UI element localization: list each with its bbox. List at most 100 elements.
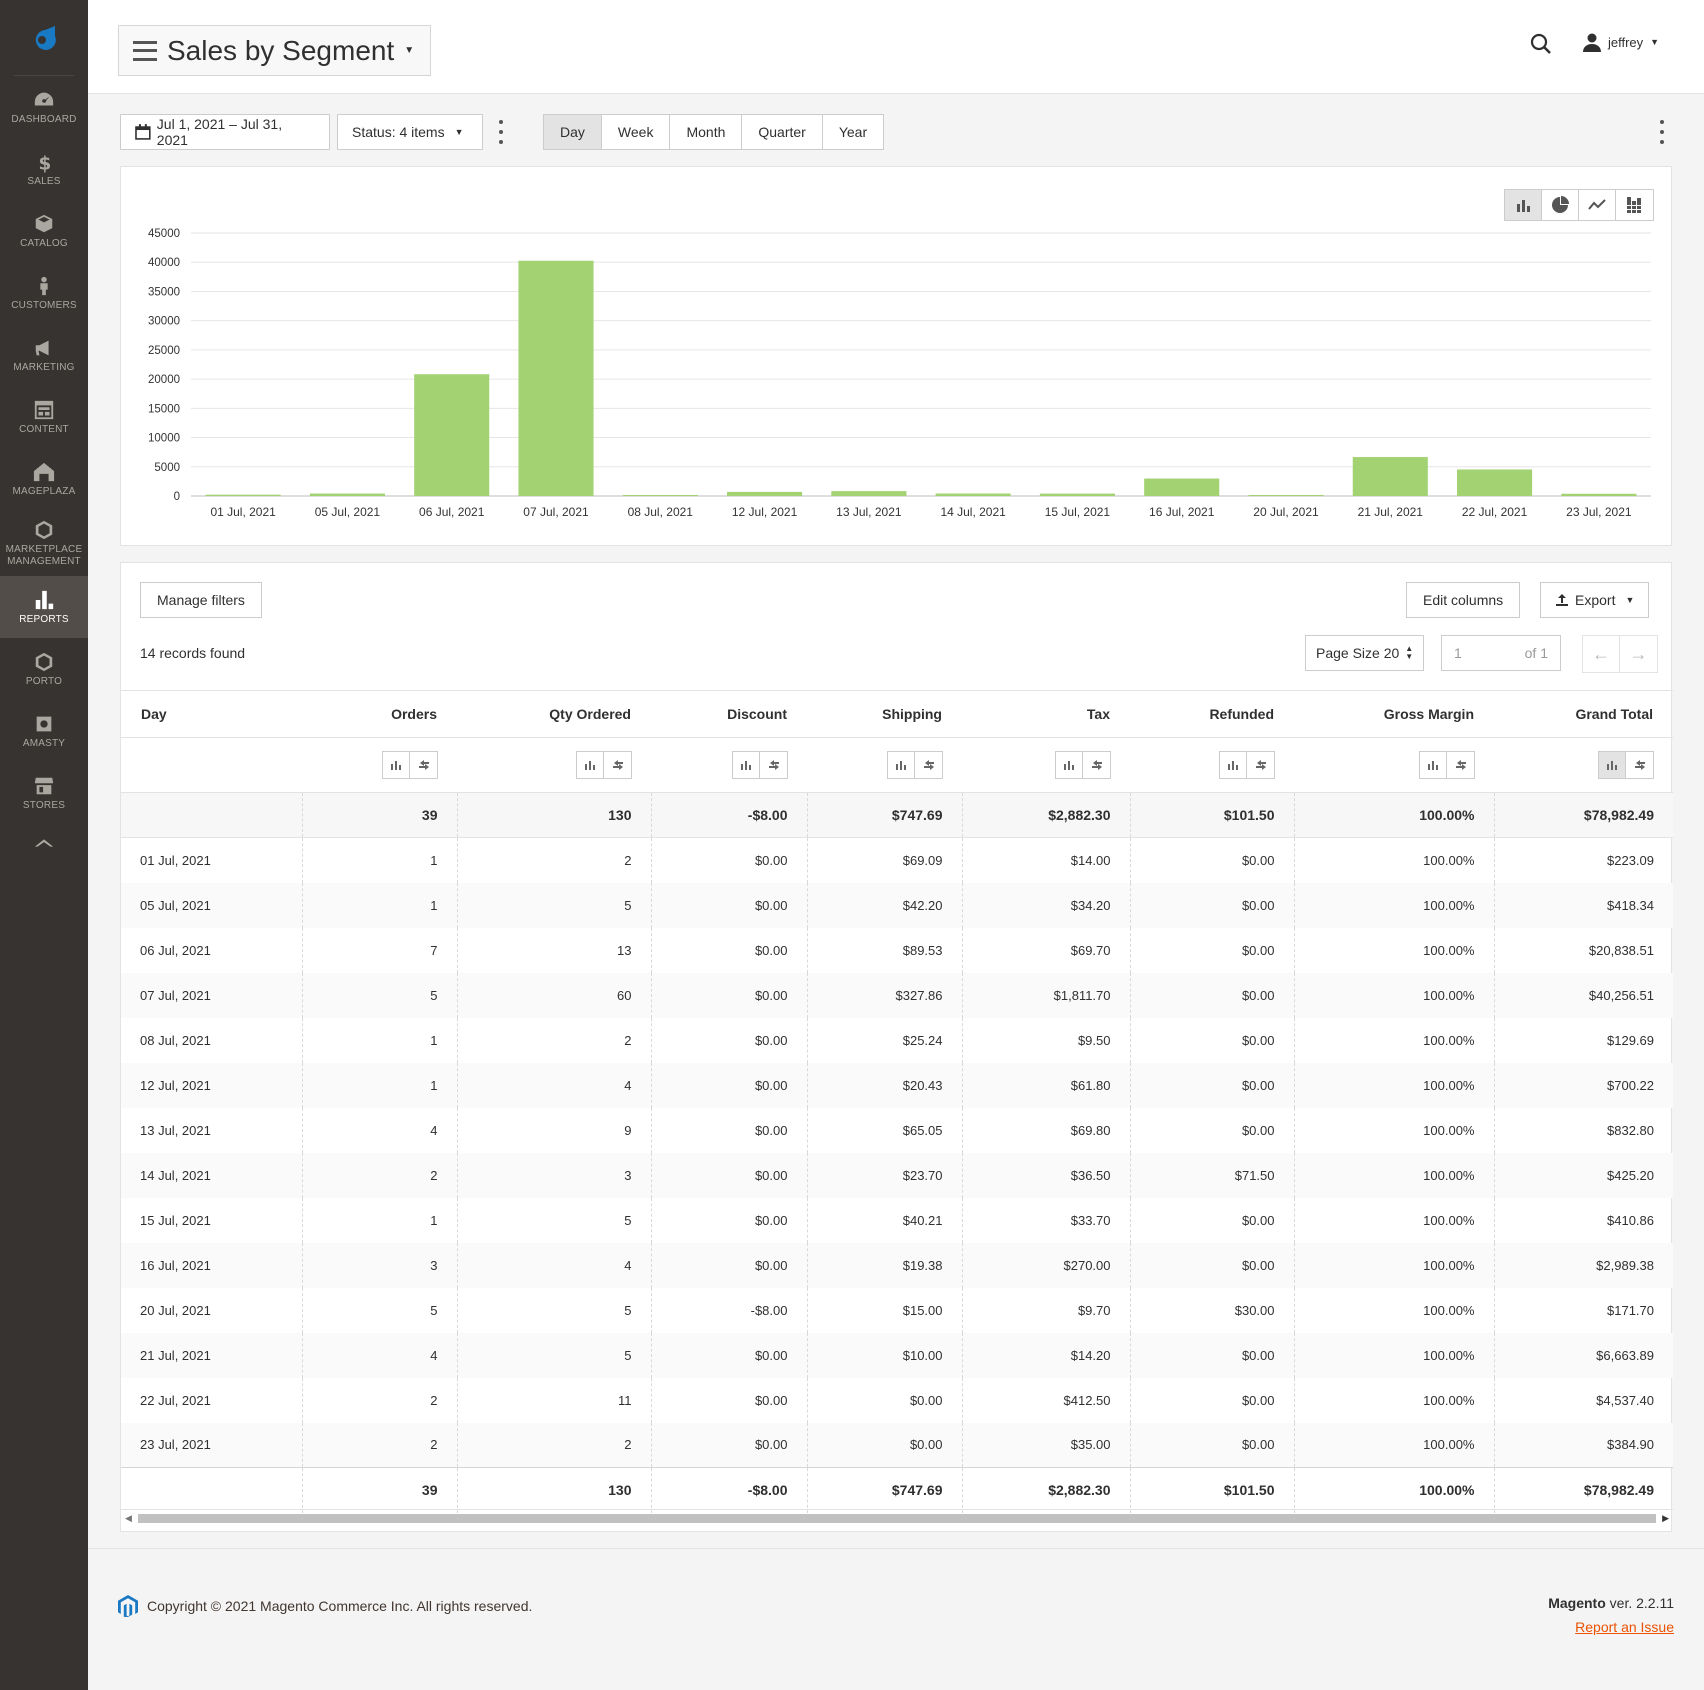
- column-header-gross-margin[interactable]: Gross Margin: [1294, 690, 1494, 738]
- column-tool-group: [732, 751, 788, 779]
- bar[interactable]: [309, 493, 385, 496]
- toolbar-more-icon[interactable]: [496, 120, 506, 144]
- bar[interactable]: [1144, 478, 1220, 496]
- column-compare-icon[interactable]: [1626, 752, 1653, 778]
- cell-refunded: $0.00: [1129, 972, 1294, 1018]
- nav-more[interactable]: [0, 824, 88, 864]
- date-range-picker[interactable]: Jul 1, 2021 – Jul 31, 2021: [120, 114, 330, 150]
- bar[interactable]: [518, 260, 594, 496]
- footer-total-cell-gross-margin: 100.00%: [1293, 1467, 1494, 1513]
- column-header-day[interactable]: Day: [121, 690, 302, 738]
- bar[interactable]: [1561, 493, 1637, 496]
- period-year[interactable]: Year: [838, 124, 868, 140]
- cell-orders: 5: [301, 972, 457, 1018]
- arrow-left-icon[interactable]: ←: [1583, 636, 1620, 672]
- nav-marketplace-management[interactable]: MARKETPLACE MANAGEMENT: [0, 510, 88, 576]
- cell-tax: $1,811.70: [961, 972, 1130, 1018]
- column-compare-icon[interactable]: [1447, 752, 1474, 778]
- column-header-tax[interactable]: Tax: [962, 690, 1130, 738]
- table-row: 12 Jul, 2021 1 4 $0.00 $20.43 $61.80 $0.00 100.…: [121, 1062, 1673, 1108]
- period-quarter[interactable]: Quarter: [742, 115, 823, 149]
- column-chart-toggle-icon[interactable]: [1599, 752, 1626, 778]
- column-chart-toggle-icon[interactable]: [1420, 752, 1447, 778]
- column-chart-toggle-icon[interactable]: [1056, 752, 1083, 778]
- nav-label: MARKETPLACE MANAGEMENT: [5, 543, 83, 567]
- column-compare-icon[interactable]: [410, 752, 437, 778]
- scroll-right-icon[interactable]: ▶: [1662, 1513, 1669, 1523]
- bar[interactable]: [622, 495, 698, 496]
- scroll-left-icon[interactable]: ◀: [125, 1513, 132, 1523]
- period-month[interactable]: Month: [670, 115, 743, 149]
- column-chart-toggle-icon[interactable]: [733, 752, 760, 778]
- page-more-icon[interactable]: [1657, 120, 1667, 144]
- footer-totals-row: 39 130 -$8.00 $747.69 $2,882.30 $101.50 100.00…: [121, 1467, 1673, 1513]
- nav-reports[interactable]: REPORTS: [0, 576, 88, 638]
- chart-type-pie[interactable]: [1542, 190, 1579, 220]
- chart-type-stacked[interactable]: [1616, 190, 1653, 220]
- column-compare-icon[interactable]: [915, 752, 942, 778]
- column-header-refunded[interactable]: Refunded: [1130, 690, 1294, 738]
- cell-gross-margin: 100.00%: [1293, 972, 1494, 1018]
- cell-qty-ordered: 5: [456, 882, 651, 928]
- pie-chart-icon: [1552, 196, 1569, 213]
- search-icon[interactable]: [1530, 33, 1552, 55]
- bar[interactable]: [1248, 494, 1324, 496]
- nav-catalog[interactable]: CATALOG: [0, 200, 88, 262]
- nav-marketing[interactable]: MARKETING: [0, 324, 88, 386]
- page-title-switcher[interactable]: Sales by Segment ▼: [118, 25, 431, 76]
- period-day[interactable]: Day: [544, 115, 602, 149]
- page-size-select[interactable]: Page Size 20 ▲ ▼: [1305, 635, 1425, 671]
- cell-tax: $34.20: [961, 882, 1130, 928]
- edit-columns-button[interactable]: Edit columns: [1406, 582, 1521, 618]
- cell-qty-ordered: 5: [456, 1332, 651, 1378]
- column-compare-icon[interactable]: [1083, 752, 1110, 778]
- bar[interactable]: [935, 493, 1011, 496]
- nav-content[interactable]: CONTENT: [0, 386, 88, 448]
- svg-text:$: $: [39, 153, 52, 173]
- nav-amasty[interactable]: AMASTY: [0, 700, 88, 762]
- user-menu[interactable]: jeffrey ▼: [1582, 32, 1659, 52]
- cell-day: 12 Jul, 2021: [121, 1062, 302, 1108]
- page-number-input[interactable]: 1 of 1: [1441, 635, 1561, 671]
- column-header-orders[interactable]: Orders: [302, 690, 457, 738]
- export-button[interactable]: Export ▼: [1540, 582, 1650, 618]
- scrollbar-thumb[interactable]: [138, 1514, 1656, 1523]
- column-header-discount[interactable]: Discount: [651, 690, 807, 738]
- column-header-shipping[interactable]: Shipping: [807, 690, 962, 738]
- chart-type-line[interactable]: [1579, 190, 1616, 220]
- column-compare-icon[interactable]: [1247, 752, 1274, 778]
- bar[interactable]: [1039, 493, 1115, 496]
- nav-mageplaza[interactable]: MAGEPLAZA: [0, 448, 88, 510]
- nav-stores[interactable]: STORES: [0, 762, 88, 824]
- bar[interactable]: [1352, 457, 1428, 496]
- column-compare-icon[interactable]: [760, 752, 787, 778]
- column-tool-group: [1219, 751, 1275, 779]
- column-chart-toggle-icon[interactable]: [383, 752, 410, 778]
- manage-filters-button[interactable]: Manage filters: [140, 582, 262, 618]
- bar[interactable]: [727, 491, 803, 496]
- chart-type-bar[interactable]: [1505, 190, 1542, 220]
- column-header-qty-ordered[interactable]: Qty Ordered: [457, 690, 651, 738]
- nav-sales[interactable]: $ SALES: [0, 138, 88, 200]
- bar[interactable]: [1457, 469, 1533, 496]
- user-icon: [1583, 33, 1601, 52]
- arrow-right-icon[interactable]: →: [1629, 643, 1648, 664]
- column-chart-toggle-icon[interactable]: [577, 752, 604, 778]
- column-chart-toggle-icon[interactable]: [888, 752, 915, 778]
- person-icon: [40, 276, 48, 295]
- nav-porto[interactable]: PORTO: [0, 638, 88, 700]
- horizontal-scrollbar[interactable]: ◀ ▶: [121, 1509, 1673, 1526]
- nav-customers[interactable]: CUSTOMERS: [0, 262, 88, 324]
- logo[interactable]: [14, 0, 74, 76]
- column-chart-toggle-icon[interactable]: [1220, 752, 1247, 778]
- cell-day: 20 Jul, 2021: [140, 1302, 211, 1318]
- column-compare-icon[interactable]: [604, 752, 631, 778]
- column-header-grand-total[interactable]: Grand Total: [1494, 690, 1673, 738]
- bar[interactable]: [414, 374, 490, 496]
- period-week[interactable]: Week: [602, 115, 671, 149]
- bar[interactable]: [205, 494, 281, 496]
- bar[interactable]: [831, 491, 907, 496]
- report-issue-link[interactable]: Report an Issue: [1575, 1619, 1674, 1635]
- nav-dashboard[interactable]: DASHBOARD: [0, 76, 88, 138]
- status-filter[interactable]: Status: 4 items ▼: [337, 114, 483, 150]
